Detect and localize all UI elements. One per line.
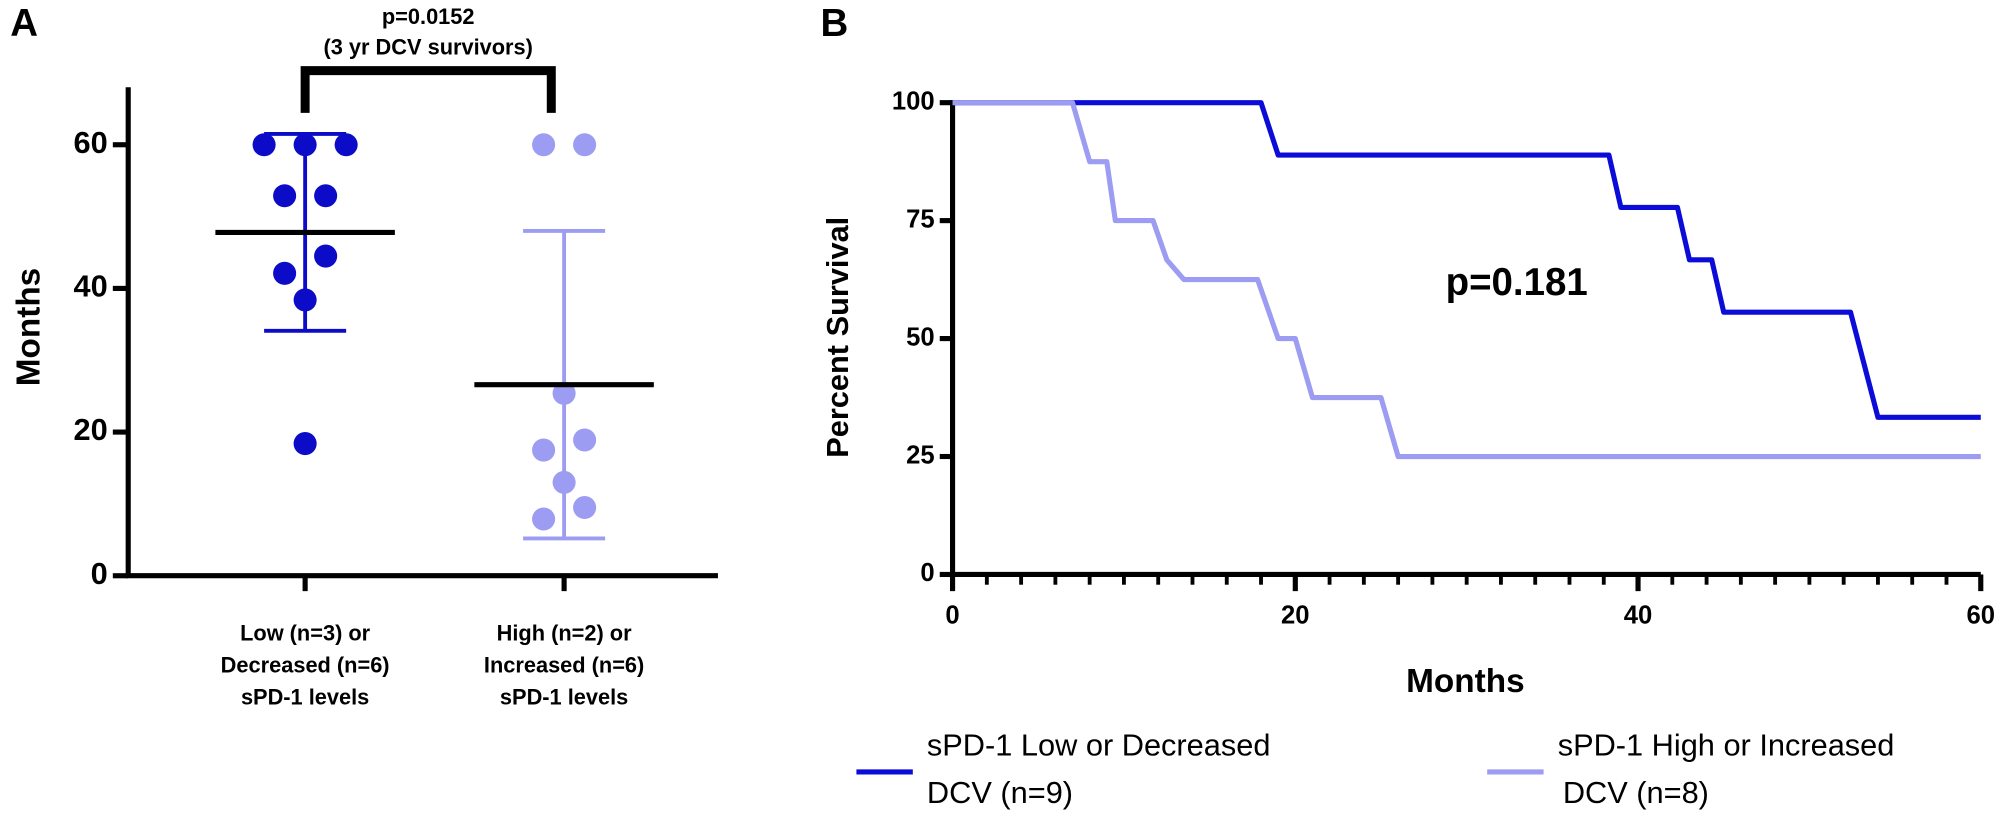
dot — [293, 432, 317, 456]
dot — [334, 133, 358, 157]
x-tick-label: Low (n=3) or — [240, 620, 371, 645]
x-tick-label: 60 — [1967, 602, 1996, 630]
panel-letter: B — [821, 2, 849, 45]
dot — [293, 288, 317, 312]
x-tick-label: 40 — [1624, 602, 1653, 630]
legend-label: DCV (n=9) — [927, 775, 1073, 810]
significance-bracket — [300, 66, 556, 113]
dot — [273, 261, 297, 285]
dot — [293, 133, 317, 157]
survival-line — [952, 100, 1981, 420]
dot — [573, 495, 597, 520]
dot — [532, 133, 556, 157]
y-tick-label: 75 — [906, 205, 935, 233]
annotation: p=0.181 — [1446, 261, 1588, 304]
y-axis-title: Percent Survival — [820, 217, 855, 458]
dot — [314, 244, 338, 268]
annotation: p=0.0152 — [382, 4, 475, 29]
dot — [573, 133, 597, 157]
y-tick-label: 25 — [906, 441, 935, 469]
y-tick-label: 50 — [906, 323, 935, 351]
panel-letter: A — [10, 2, 38, 45]
y-tick-label: 100 — [892, 87, 935, 115]
dot — [252, 133, 276, 157]
y-tick-label: 0 — [91, 556, 108, 591]
x-tick-label: High (n=2) or — [497, 620, 632, 645]
legend-label: sPD-1 Low or Decreased — [927, 728, 1271, 763]
x-tick-label: sPD-1 levels — [500, 685, 628, 710]
x-tick-label: Decreased (n=6) — [221, 653, 390, 678]
dot — [532, 507, 556, 531]
survival-line — [952, 100, 1981, 460]
y-tick-label: 60 — [73, 125, 107, 160]
x-tick-label: 0 — [945, 602, 959, 630]
dot — [532, 438, 556, 462]
dot — [552, 381, 576, 405]
dot — [573, 428, 597, 452]
legend-label: sPD-1 High or Increased — [1558, 728, 1895, 763]
x-axis-title: Months — [1406, 663, 1524, 700]
y-tick-label: 0 — [920, 559, 934, 587]
annotation: (3 yr DCV survivors) — [323, 35, 532, 60]
y-tick-label: 40 — [73, 269, 107, 304]
x-tick-label: Increased (n=6) — [484, 653, 644, 678]
legend-label: DCV (n=8) — [1563, 775, 1709, 810]
x-tick-label: 20 — [1281, 602, 1310, 630]
x-tick-label: sPD-1 levels — [241, 685, 369, 710]
dot — [552, 470, 576, 494]
y-axis-title: Months — [11, 268, 48, 386]
y-tick-label: 20 — [73, 412, 107, 447]
dot — [273, 184, 297, 208]
dot — [314, 184, 338, 208]
